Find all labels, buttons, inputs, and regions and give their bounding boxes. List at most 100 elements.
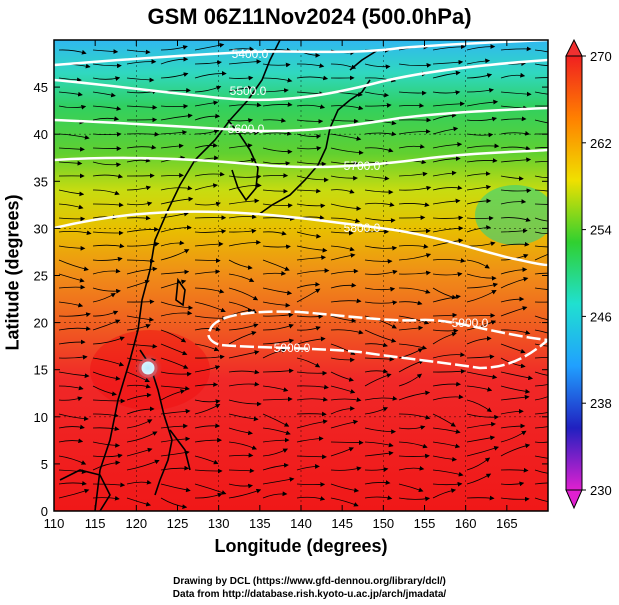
streamline [398, 129, 431, 135]
streamline [364, 91, 390, 98]
streamline [432, 126, 459, 135]
streamline [58, 371, 90, 379]
streamline [466, 259, 490, 269]
chart-title: GSM 06Z11Nov2024 (500.0hPa) [147, 4, 472, 29]
streamline [228, 488, 262, 499]
streamline [330, 147, 364, 155]
streamline [160, 301, 194, 311]
x-axis-ticks: 110 115 120 125 130 135 140 145 150 155 160 165 [44, 40, 518, 531]
x-tick-label: 125 [167, 516, 189, 531]
streamline [364, 269, 398, 275]
streamline [58, 301, 84, 308]
streamline [296, 281, 321, 289]
streamline [58, 133, 90, 140]
streamline [296, 496, 326, 501]
streamline [364, 286, 396, 292]
streamline [364, 175, 390, 181]
x-tick-label: 155 [414, 516, 436, 531]
streamline [262, 427, 291, 436]
streamline [534, 329, 548, 334]
streamline [534, 231, 548, 235]
streamline [534, 455, 548, 459]
streamline [296, 357, 321, 368]
streamline [432, 112, 457, 121]
streamline [228, 468, 255, 474]
streamline [534, 189, 548, 192]
streamline [194, 155, 219, 163]
x-tick-label: 165 [496, 516, 518, 531]
streamline [160, 249, 190, 261]
streamline [364, 467, 389, 472]
streamline [194, 100, 219, 107]
streamline [58, 480, 87, 486]
streamline [534, 287, 548, 290]
streamline [466, 73, 493, 79]
contour-5900-north [207, 310, 548, 370]
contour-label: 5900.0 [274, 341, 311, 355]
streamline [92, 482, 126, 488]
streamline [330, 217, 361, 223]
streamline [194, 113, 221, 121]
y-tick-label: 20 [34, 316, 48, 331]
streamline [432, 413, 456, 427]
streamline [194, 423, 221, 429]
streamlines [58, 42, 548, 510]
streamline [432, 258, 466, 263]
streamline [432, 427, 461, 434]
streamline [126, 406, 155, 415]
colorbar-tick-label: 270 [590, 49, 612, 64]
streamline [126, 431, 158, 443]
x-tick-label: 115 [85, 516, 106, 531]
streamline [262, 203, 293, 208]
streamline [330, 282, 357, 289]
streamline [500, 145, 531, 151]
streamline [364, 189, 394, 195]
streamline [194, 287, 225, 294]
colorbar-bottom-arrow [565, 489, 583, 510]
streamline [92, 202, 124, 208]
streamline [126, 459, 160, 471]
streamline [228, 239, 262, 247]
streamline [58, 469, 87, 475]
streamline [126, 77, 155, 83]
streamline [262, 396, 293, 402]
streamline [160, 343, 188, 356]
streamline [296, 384, 329, 390]
streamline [228, 259, 253, 270]
streamline [92, 453, 123, 459]
streamline [160, 389, 186, 401]
streamline [126, 144, 157, 150]
streamline [500, 175, 524, 181]
streamline [194, 382, 219, 387]
streamline [194, 85, 222, 93]
streamline [92, 243, 125, 249]
streamline [398, 171, 428, 177]
streamline [126, 383, 151, 389]
streamline [296, 288, 321, 303]
streamline [262, 385, 289, 392]
streamline [466, 184, 492, 191]
streamline [534, 356, 548, 359]
streamline [92, 189, 120, 196]
streamline [466, 158, 498, 163]
streamline [534, 203, 548, 205]
y-axis-ticks: 0 5 10 15 20 25 30 35 40 45 [34, 80, 548, 519]
streamline [58, 284, 86, 290]
streamline [432, 368, 466, 374]
streamline [262, 323, 294, 331]
streamline [58, 230, 92, 236]
streamline [432, 352, 466, 359]
streamline [398, 325, 424, 331]
streamline [534, 49, 548, 53]
streamline [364, 342, 388, 348]
streamline [330, 483, 360, 493]
streamline [398, 253, 432, 261]
x-tick-label: 140 [290, 516, 312, 531]
streamline [160, 56, 189, 65]
streamline [160, 269, 190, 275]
streamline [160, 113, 193, 121]
streamline [58, 259, 89, 272]
streamline [432, 312, 458, 318]
streamline [262, 88, 289, 93]
streamline [398, 425, 426, 430]
